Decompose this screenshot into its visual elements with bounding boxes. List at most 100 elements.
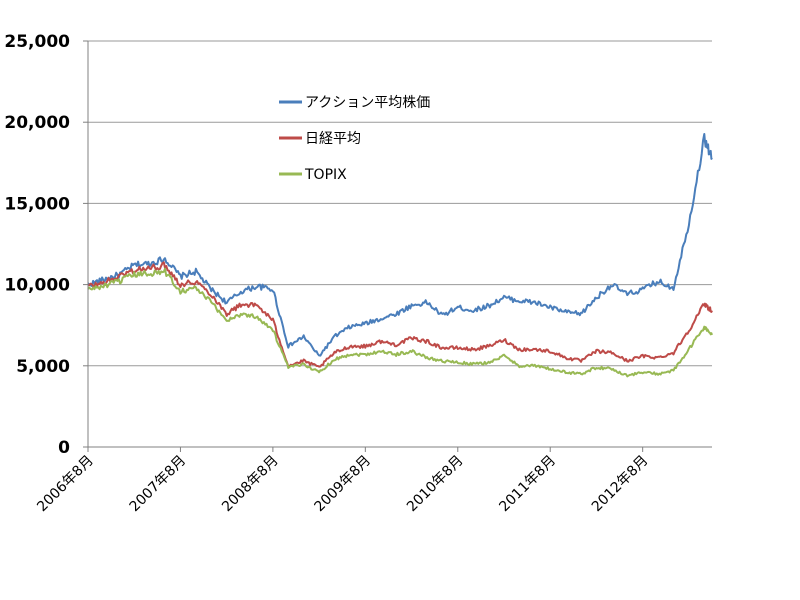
data-point xyxy=(457,347,459,349)
data-point xyxy=(380,350,382,352)
data-point xyxy=(688,349,690,351)
gridlines xyxy=(88,40,712,367)
data-point xyxy=(472,349,474,351)
data-point xyxy=(611,284,613,286)
data-point xyxy=(380,318,382,320)
data-point xyxy=(195,271,197,273)
data-point xyxy=(411,337,413,339)
data-point xyxy=(365,323,367,325)
data-point xyxy=(318,355,320,357)
data-point xyxy=(180,284,182,286)
x-tick-label: 2009年8月 xyxy=(312,453,375,516)
y-tick-label: 10,000 xyxy=(4,276,70,296)
data-point xyxy=(488,346,490,348)
data-point xyxy=(457,362,459,364)
data-point xyxy=(565,371,567,373)
data-point xyxy=(210,294,212,296)
data-point xyxy=(549,368,551,370)
series-line-3 xyxy=(87,267,713,378)
legend-label: アクション平均株価 xyxy=(305,95,430,111)
data-point xyxy=(673,352,675,354)
data-point xyxy=(611,352,613,354)
data-point xyxy=(703,326,705,328)
data-point xyxy=(580,373,582,375)
data-point xyxy=(195,281,197,283)
data-point xyxy=(149,263,151,265)
data-point xyxy=(580,360,582,362)
data-point xyxy=(611,368,613,370)
data-point xyxy=(334,352,336,354)
data-point xyxy=(626,294,628,296)
data-point xyxy=(226,313,228,315)
y-axis-ticks: 0 5,000 10,000 15,000 20,000 25,000 xyxy=(4,32,70,458)
data-point xyxy=(519,349,521,351)
data-point xyxy=(303,360,305,362)
data-point xyxy=(103,279,105,281)
data-point xyxy=(534,349,536,351)
series-line-2 xyxy=(87,261,713,368)
data-point xyxy=(657,281,659,283)
data-point xyxy=(596,297,598,299)
data-point xyxy=(257,316,259,318)
x-tick-label: 2007年8月 xyxy=(127,453,190,516)
data-point xyxy=(549,307,551,309)
data-point xyxy=(241,290,243,292)
y-tick-label: 20,000 xyxy=(4,113,70,133)
data-point xyxy=(334,359,336,361)
data-point xyxy=(442,347,444,349)
data-point xyxy=(711,334,713,336)
data-point xyxy=(596,350,598,352)
data-point xyxy=(380,341,382,343)
data-point xyxy=(503,339,505,341)
data-point xyxy=(565,357,567,359)
data-point xyxy=(287,346,289,348)
data-point xyxy=(534,302,536,304)
data-point xyxy=(210,302,212,304)
y-tick-label: 5,000 xyxy=(16,357,70,377)
data-point xyxy=(565,311,567,313)
data-point xyxy=(349,346,351,348)
data-point xyxy=(703,138,705,140)
data-point xyxy=(626,375,628,377)
data-point xyxy=(195,287,197,289)
data-point xyxy=(164,264,166,266)
data-point xyxy=(626,360,628,362)
data-point xyxy=(457,307,459,309)
data-point xyxy=(411,305,413,307)
x-tick-label: 2012年8月 xyxy=(589,453,652,516)
data-point xyxy=(549,350,551,352)
data-point xyxy=(703,303,705,305)
data-point xyxy=(657,357,659,359)
data-point xyxy=(118,276,120,278)
data-point xyxy=(395,313,397,315)
data-point xyxy=(318,367,320,369)
data-point xyxy=(180,276,182,278)
legend-label: 日経平均 xyxy=(305,131,361,147)
y-tick-label: 15,000 xyxy=(4,194,70,214)
data-point xyxy=(257,285,259,287)
data-point xyxy=(688,222,690,224)
data-point xyxy=(395,354,397,356)
data-point xyxy=(149,268,151,270)
legend-label: TOPIX xyxy=(304,167,347,183)
data-point xyxy=(503,355,505,357)
data-point xyxy=(272,329,274,331)
data-point xyxy=(272,320,274,322)
data-point xyxy=(257,305,259,307)
data-point xyxy=(118,281,120,283)
data-point xyxy=(673,287,675,289)
y-tick-label: 25,000 xyxy=(4,32,70,52)
data-point xyxy=(303,363,305,365)
data-point xyxy=(164,271,166,273)
data-point xyxy=(580,313,582,315)
data-point xyxy=(673,370,675,372)
data-point xyxy=(503,297,505,299)
x-tick-label: 2008年8月 xyxy=(219,453,282,516)
data-point xyxy=(519,300,521,302)
data-point xyxy=(133,269,135,271)
data-point xyxy=(241,303,243,305)
data-point xyxy=(642,289,644,291)
series-line-1 xyxy=(87,133,713,357)
